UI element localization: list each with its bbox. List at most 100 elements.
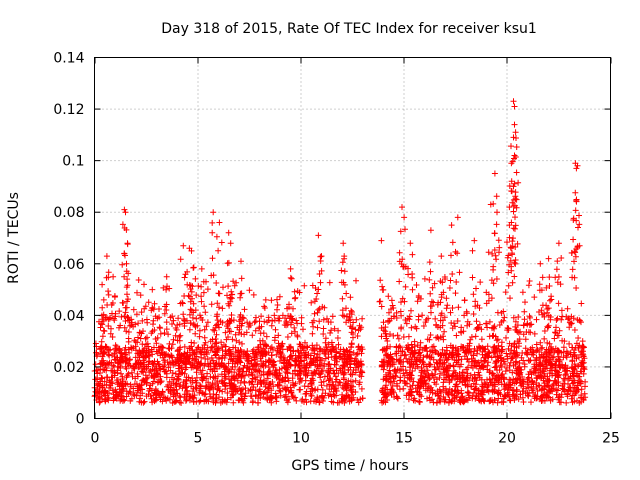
data-point — [186, 282, 193, 288]
data-point — [380, 359, 387, 366]
data-point — [439, 346, 446, 353]
data-point — [225, 334, 231, 340]
data-point — [557, 281, 564, 288]
data-point — [197, 397, 204, 404]
data-point — [212, 340, 219, 347]
data-point — [239, 397, 246, 404]
data-point — [326, 279, 333, 286]
data-point — [471, 371, 478, 378]
data-point — [269, 371, 276, 378]
data-point — [526, 357, 533, 364]
x-tick-label: 10 — [292, 431, 310, 447]
data-point — [350, 319, 357, 326]
data-point — [92, 388, 99, 395]
data-point — [214, 300, 221, 307]
data-point — [335, 327, 342, 334]
data-point — [330, 367, 337, 374]
data-point — [423, 316, 430, 323]
data-point — [172, 325, 179, 331]
data-point — [175, 358, 182, 365]
data-point — [194, 358, 200, 365]
data-point — [138, 399, 145, 406]
data-point — [433, 334, 440, 341]
y-axis-label: ROTI / TECUs — [6, 192, 22, 284]
data-point — [190, 321, 197, 328]
data-point — [471, 386, 478, 393]
data-point — [273, 351, 280, 358]
data-point — [323, 382, 330, 389]
data-point — [546, 377, 553, 384]
data-point — [536, 349, 543, 355]
data-point — [491, 170, 498, 177]
data-point — [458, 356, 465, 363]
data-point — [320, 398, 326, 404]
data-point — [320, 325, 327, 332]
data-point — [204, 319, 211, 326]
data-point — [566, 319, 573, 326]
data-point — [548, 293, 555, 300]
data-point — [193, 315, 200, 322]
data-point — [112, 342, 119, 349]
data-point — [159, 398, 166, 405]
data-point — [165, 387, 172, 394]
data-point — [471, 237, 478, 244]
data-point — [114, 379, 121, 386]
data-point — [251, 319, 258, 326]
data-point — [566, 340, 573, 347]
data-point — [341, 382, 348, 389]
data-point — [331, 325, 338, 332]
data-point — [205, 398, 212, 405]
data-point — [163, 286, 170, 293]
data-point — [154, 379, 161, 386]
data-point — [277, 388, 284, 395]
data-point — [545, 324, 551, 331]
data-point — [480, 397, 487, 404]
data-point — [294, 333, 301, 340]
data-point — [224, 321, 231, 328]
data-point — [413, 282, 420, 288]
data-point — [105, 288, 112, 295]
data-point — [427, 332, 434, 338]
data-point — [426, 383, 432, 390]
data-point — [317, 362, 324, 369]
data-point — [397, 308, 404, 315]
data-point — [213, 280, 220, 286]
data-point — [393, 309, 400, 316]
data-point — [131, 337, 138, 344]
data-point — [288, 387, 295, 394]
data-point — [215, 383, 222, 390]
data-point — [514, 240, 521, 247]
data-point — [544, 389, 550, 396]
data-point — [396, 386, 403, 393]
data-point — [152, 313, 159, 320]
data-point — [331, 385, 337, 392]
data-point — [464, 397, 471, 404]
data-point — [389, 382, 396, 389]
data-point — [575, 224, 581, 231]
data-point — [479, 362, 486, 369]
data-point — [343, 392, 350, 399]
data-point — [470, 291, 477, 298]
data-point — [330, 381, 337, 388]
data-point — [190, 309, 197, 316]
data-point — [276, 315, 283, 322]
data-point — [249, 399, 256, 406]
data-point — [308, 380, 314, 387]
data-point — [353, 316, 360, 323]
data-point — [508, 178, 515, 185]
data-point — [285, 377, 292, 384]
data-point — [340, 279, 347, 286]
data-point — [549, 396, 556, 403]
data-point — [414, 298, 421, 305]
data-point — [287, 274, 294, 281]
data-point — [188, 288, 195, 295]
data-point — [135, 320, 142, 327]
data-point — [571, 392, 578, 399]
data-point — [491, 247, 498, 253]
data-point — [388, 306, 394, 313]
data-point — [376, 298, 383, 305]
data-point — [299, 345, 306, 352]
data-point — [200, 289, 207, 296]
data-point — [123, 260, 130, 267]
data-point — [224, 390, 231, 396]
